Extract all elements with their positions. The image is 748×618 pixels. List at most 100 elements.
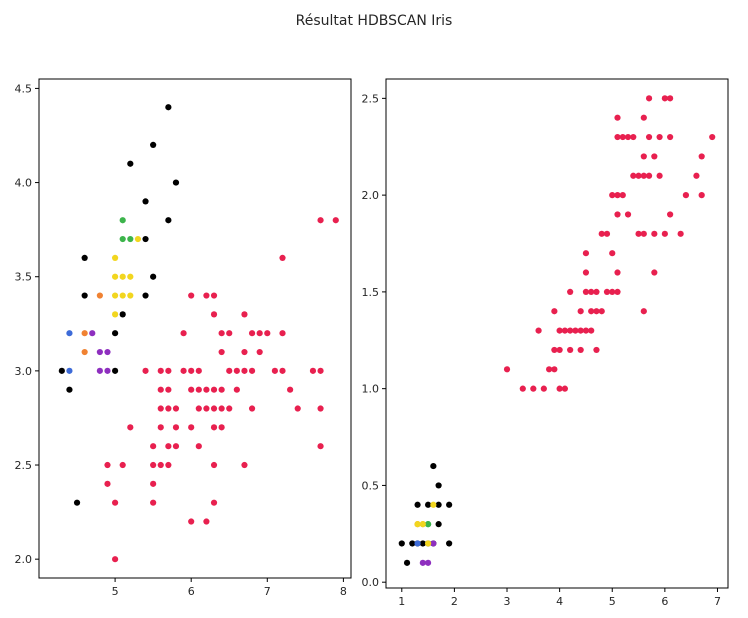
scatter-point-c5 [588,327,595,334]
scatter-point-c5 [271,367,279,374]
scatter-point-c5 [203,292,210,299]
scatter-point-c5 [287,386,294,393]
scatter-point-c5 [567,327,574,334]
scatter-point-c5 [640,230,647,237]
scatter-point-c5 [593,308,600,315]
scatter-point-c4 [119,292,126,299]
scatter-point-c5 [503,366,511,373]
scatter-point-c5 [256,330,263,337]
scatter-point-c5 [165,443,172,450]
scatter-point-c5 [661,95,668,102]
scatter-point-c4 [134,235,142,243]
scatter-point-c5 [603,230,611,237]
scatter-point-c2 [104,367,111,374]
scatter-point-noise [409,540,416,547]
scatter-point-c5 [630,172,637,179]
scatter-point-c5 [556,346,563,354]
scatter-point-c5 [188,424,195,431]
scatter-point-noise [165,217,172,224]
figure-title: Résultat HDBSCAN Iris [295,13,453,29]
scatter-point-c5 [630,133,637,141]
axes-frame [38,78,352,579]
scatter-point-c5 [667,211,674,218]
scatter-point-c2 [96,348,103,356]
scatter-point-c5 [582,288,590,295]
scatter-point-c5 [598,230,605,237]
scatter-point-c5 [551,346,558,354]
scatter-point-c5 [195,386,202,393]
scatter-point-c5 [609,192,616,199]
scatter-point-c5 [588,288,595,295]
scatter-point-noise [430,462,437,470]
scatter-point-noise [111,330,119,337]
scatter-point-c4 [419,521,426,528]
x-tick-label: 2 [451,595,458,608]
scatter-point-c5 [241,461,248,469]
x-tick-label: 3 [504,595,511,608]
scatter-point-noise [119,311,126,318]
scatter-point-c5 [157,405,164,412]
scatter-point-c4 [414,521,421,528]
scatter-point-c5 [556,327,563,334]
scatter-point-c4 [111,292,119,299]
scatter-point-c5 [279,330,286,337]
scatter-point-noise [446,540,453,547]
scatter-point-noise [142,235,149,243]
scatter-point-noise [172,179,180,186]
scatter-point-c5 [603,288,611,295]
scatter-point-c5 [698,153,705,160]
scatter-point-c1 [81,348,88,356]
scatter-point-noise [435,482,442,489]
scatter-point-c5 [226,405,233,412]
scatter-point-c5 [165,405,172,412]
scatter-point-c4 [424,540,432,547]
y-tick-label: 1.0 [362,383,380,396]
scatter-point-c5 [119,461,126,469]
scatter-point-c5 [682,192,690,199]
scatter-point-c5 [551,308,558,315]
scatter-point-c5 [635,172,642,179]
scatter-point-noise [142,198,149,205]
scatter-point-c5 [693,172,700,179]
scatter-point-c5 [210,405,218,412]
scatter-point-noise [142,292,149,299]
scatter-point-c5 [614,211,621,218]
scatter-point-c5 [195,443,202,450]
scatter-point-c5 [332,217,339,224]
scatter-point-noise [150,273,157,280]
scatter-point-c2 [89,330,96,337]
scatter-point-c5 [645,172,653,179]
scatter-point-c5 [195,405,202,412]
scatter-point-c5 [210,461,218,469]
scatter-point-c5 [150,461,157,469]
scatter-point-noise [398,540,405,547]
x-tick-label: 6 [661,595,668,608]
scatter-point-c0 [414,540,421,547]
scatter-point-c5 [157,461,164,469]
scatter-point-c5 [180,367,187,374]
scatter-point-c5 [210,386,218,393]
scatter-point-c5 [294,405,301,412]
x-tick-label: 8 [340,585,347,598]
scatter-point-c5 [651,230,658,237]
scatter-point-c5 [614,133,621,141]
x-tick-label: 5 [609,595,616,608]
scatter-point-c5 [248,405,256,412]
scatter-point-noise [446,501,453,508]
scatter-point-c5 [661,230,668,237]
scatter-point-c5 [226,330,233,337]
scatter-point-c5 [157,424,164,431]
x-tick-label: 5 [112,585,119,598]
scatter-point-c4 [111,311,119,318]
scatter-point-c5 [588,308,595,315]
scatter-point-c5 [635,230,642,237]
scatter-point-c4 [430,501,437,508]
scatter-point-noise [403,559,411,566]
scatter-point-c5 [218,405,225,412]
x-tick-label: 1 [398,595,405,608]
scatter-point-c5 [188,367,195,374]
y-tick-label: 2.0 [362,189,380,202]
scatter-point-c5 [577,327,584,334]
scatter-point-c5 [210,311,218,318]
scatter-point-noise [419,540,426,547]
